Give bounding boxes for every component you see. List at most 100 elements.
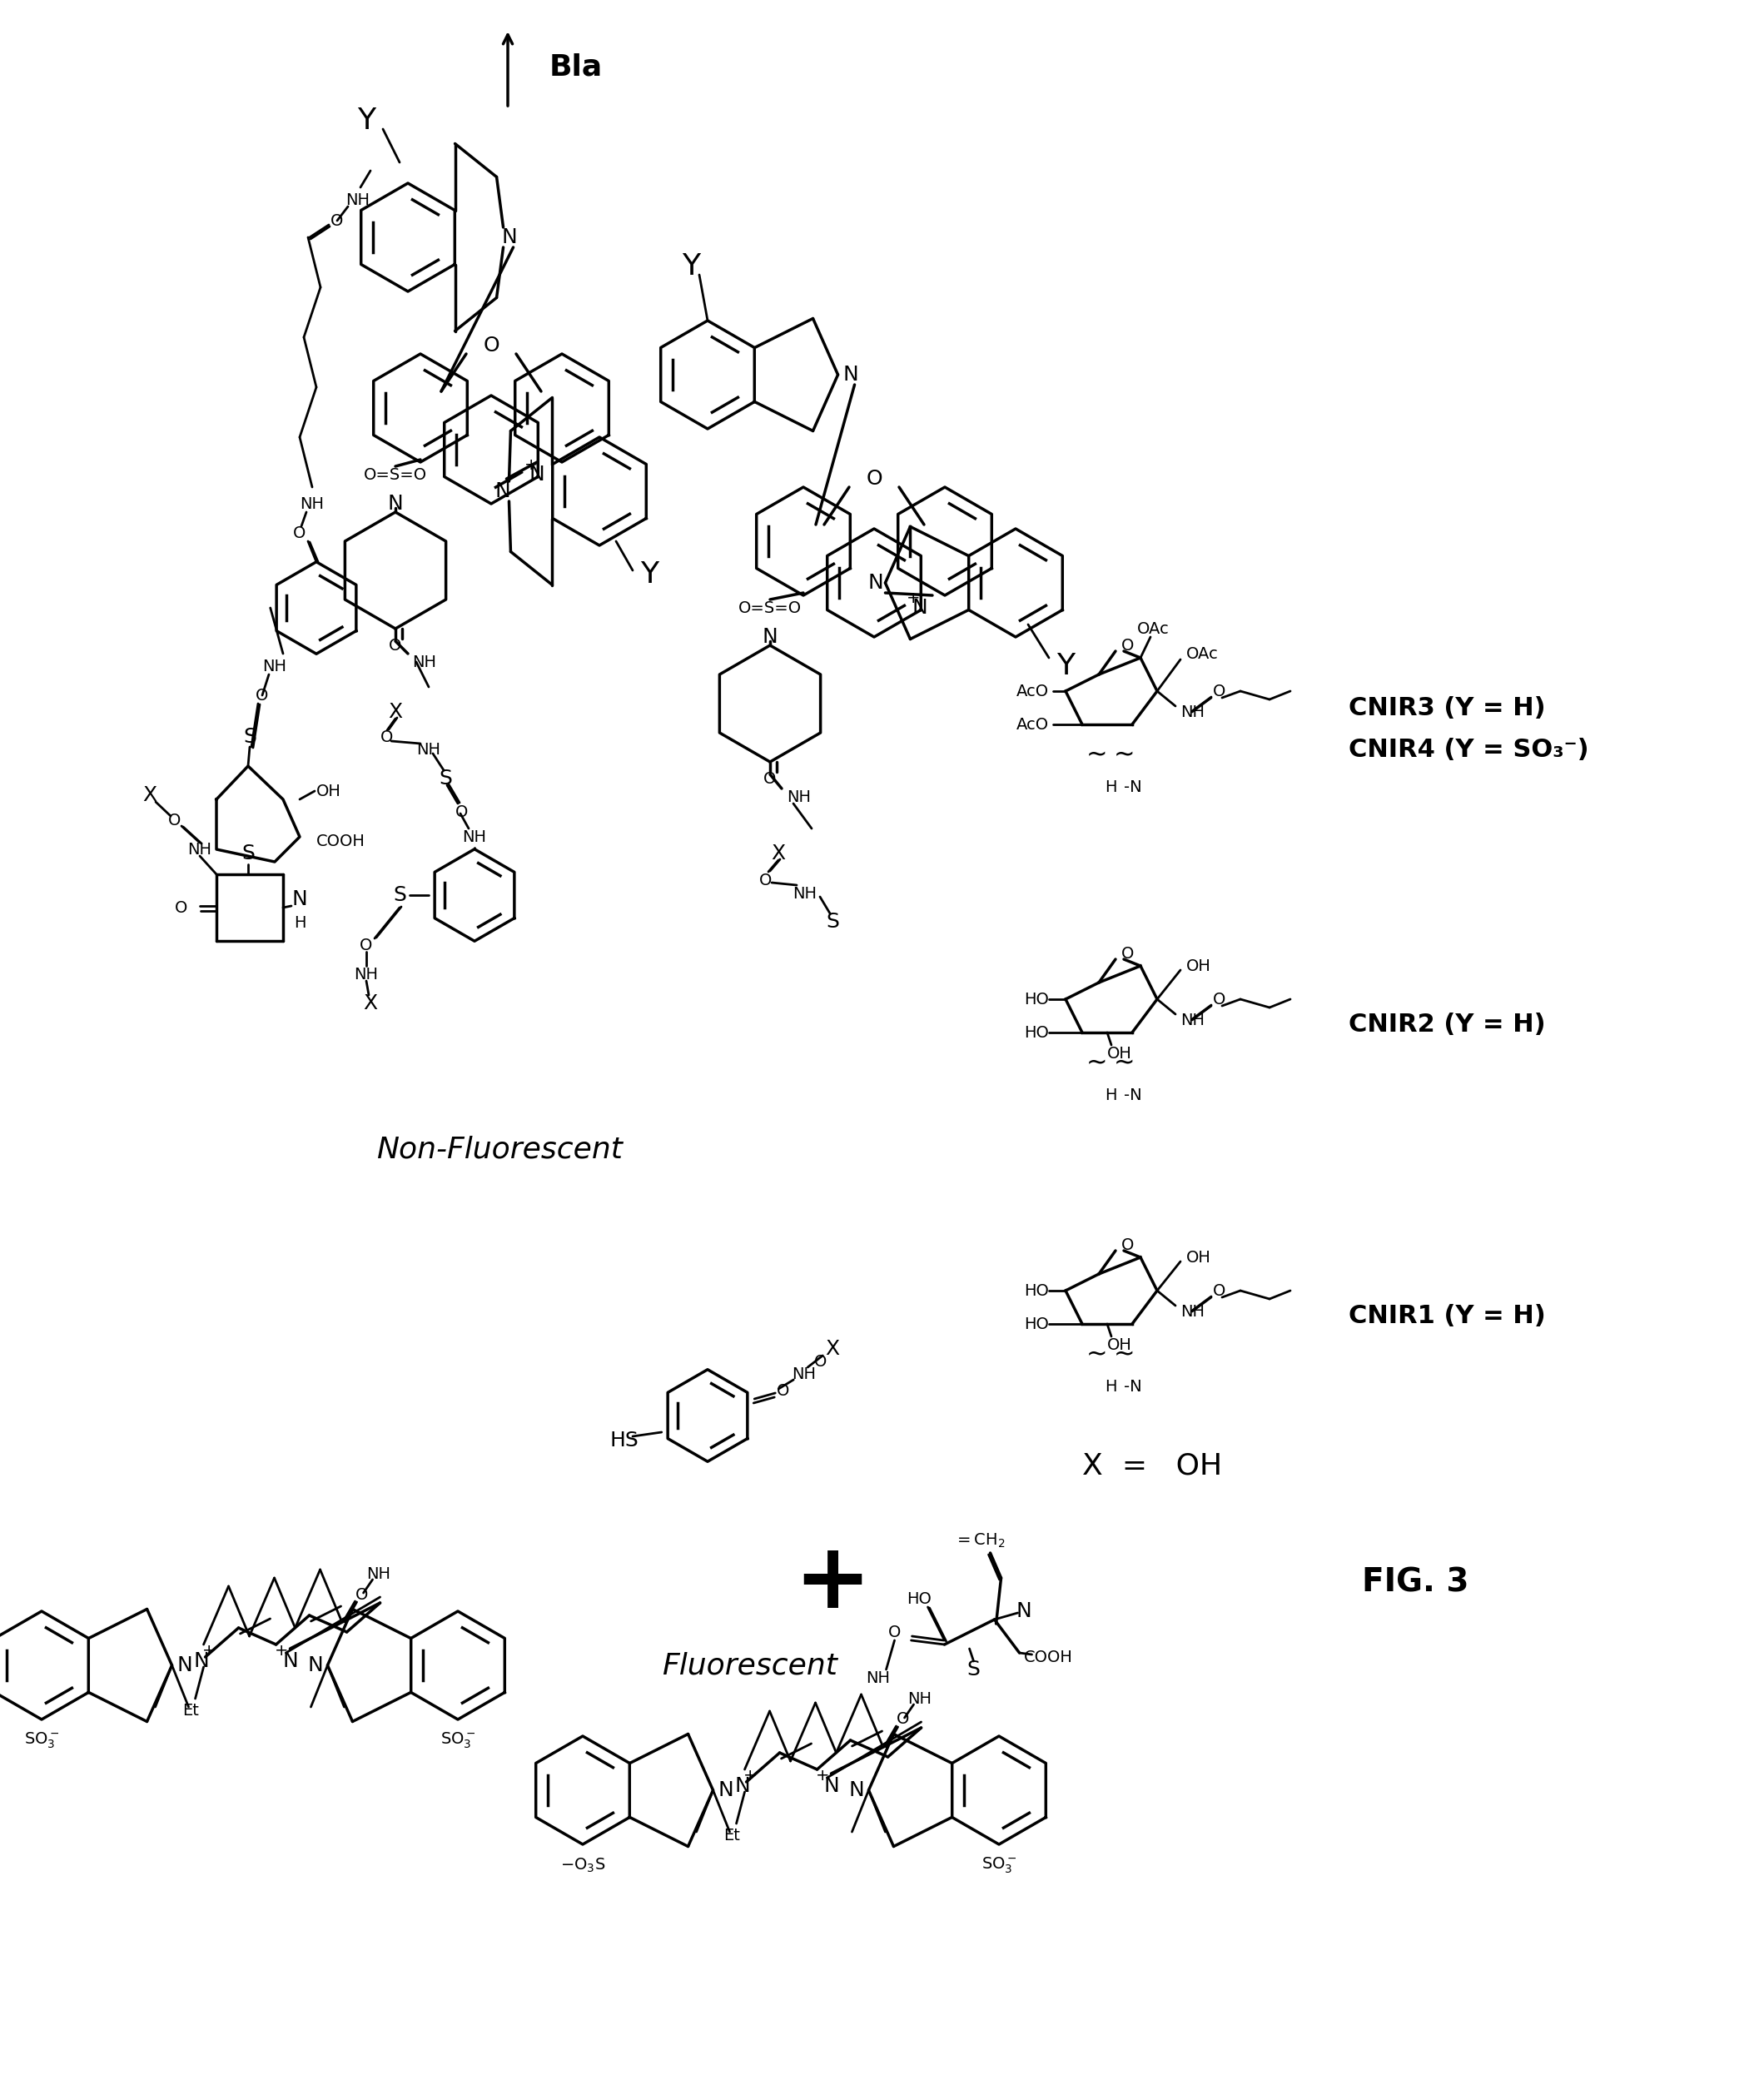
Text: CNIR4 (Y = SO₃⁻): CNIR4 (Y = SO₃⁻) (1349, 736, 1589, 761)
Text: CNIR3 (Y = H): CNIR3 (Y = H) (1349, 695, 1545, 720)
Text: +: + (744, 1768, 757, 1783)
Text: N: N (734, 1776, 750, 1795)
Text: HO: HO (907, 1591, 931, 1606)
Text: OH: OH (1108, 1046, 1132, 1061)
Text: NH: NH (792, 1367, 815, 1381)
Text: Fluorescent: Fluorescent (662, 1652, 836, 1679)
Text: O: O (360, 938, 372, 953)
Text: NH: NH (907, 1691, 931, 1706)
Text: $\mathregular{\sim\!\sim}$: $\mathregular{\sim\!\sim}$ (1081, 1342, 1132, 1364)
Text: AcO: AcO (1016, 682, 1048, 699)
Text: NH: NH (787, 788, 811, 805)
Text: N: N (1016, 1602, 1032, 1620)
Text: H: H (1104, 1088, 1117, 1102)
Text: NH: NH (462, 830, 487, 844)
Text: O: O (355, 1587, 369, 1602)
Text: N: N (529, 464, 545, 485)
Text: NH: NH (1180, 703, 1205, 720)
Text: N: N (848, 1780, 864, 1799)
Text: +: + (907, 591, 921, 605)
Text: O: O (256, 686, 268, 703)
Text: O: O (1122, 1238, 1134, 1252)
Text: NH: NH (300, 495, 325, 512)
Text: X: X (826, 1340, 840, 1358)
Text: N: N (718, 1780, 734, 1799)
Text: OAc: OAc (1136, 620, 1170, 636)
Text: Et: Et (723, 1828, 741, 1845)
Text: Y: Y (1057, 651, 1074, 680)
Text: O: O (168, 813, 182, 828)
Text: Y: Y (681, 252, 700, 281)
Text: +: + (203, 1643, 217, 1658)
Text: O: O (1122, 946, 1134, 961)
Text: $\mathregular{SO_3^-}$: $\mathregular{SO_3^-}$ (981, 1855, 1016, 1874)
Text: NH: NH (346, 191, 370, 208)
Text: O: O (896, 1712, 908, 1726)
Text: O: O (293, 524, 307, 541)
Text: O: O (887, 1624, 901, 1639)
Text: H: H (1104, 778, 1117, 795)
Text: NH: NH (1180, 1013, 1205, 1028)
Text: H: H (293, 915, 305, 930)
Text: N: N (307, 1656, 323, 1674)
Text: N: N (912, 597, 928, 618)
Text: NH: NH (413, 653, 436, 670)
Text: X: X (388, 701, 402, 722)
Text: OH: OH (1108, 1337, 1132, 1352)
Text: NH: NH (1180, 1304, 1205, 1319)
Text: S: S (243, 726, 256, 747)
Text: O: O (760, 872, 773, 888)
Text: HO: HO (1023, 1025, 1050, 1040)
Text: NH: NH (187, 842, 212, 857)
Text: -N: -N (1124, 778, 1141, 795)
Text: OH: OH (316, 784, 340, 799)
Text: AcO: AcO (1016, 716, 1048, 732)
Text: O: O (381, 728, 393, 745)
Text: H: H (1104, 1379, 1117, 1394)
Text: NH: NH (367, 1566, 390, 1581)
Text: Bla: Bla (549, 52, 603, 81)
Text: +: + (817, 1768, 829, 1783)
Text: $\mathregular{\sim\!\sim}$: $\mathregular{\sim\!\sim}$ (1081, 1050, 1132, 1073)
Text: O: O (1214, 682, 1226, 699)
Text: Y: Y (640, 560, 658, 589)
Text: +: + (275, 1643, 289, 1658)
Text: O: O (455, 805, 469, 820)
Text: O: O (1122, 636, 1134, 653)
Text: N: N (494, 480, 510, 501)
Text: NH: NH (263, 657, 288, 674)
Text: OAc: OAc (1185, 645, 1219, 661)
Text: O: O (813, 1354, 827, 1369)
Text: HS: HS (610, 1431, 639, 1450)
Text: S: S (393, 886, 406, 905)
Text: N: N (501, 227, 517, 248)
Text: $\mathregular{SO_3^-}$: $\mathregular{SO_3^-}$ (25, 1731, 60, 1749)
Text: O: O (776, 1383, 789, 1398)
Text: N: N (824, 1776, 840, 1795)
Text: N: N (176, 1656, 192, 1674)
Text: N: N (282, 1652, 298, 1670)
Text: S: S (242, 844, 254, 863)
Text: $\mathrm{=CH_2}$: $\mathrm{=CH_2}$ (954, 1531, 1005, 1550)
Text: +: + (794, 1537, 871, 1627)
Text: O: O (866, 468, 882, 489)
Text: N: N (388, 493, 404, 514)
Text: N: N (868, 572, 884, 593)
Text: COOH: COOH (1025, 1649, 1073, 1664)
Text: $\mathregular{-O_3S}$: $\mathregular{-O_3S}$ (561, 1855, 605, 1874)
Text: O: O (390, 636, 402, 653)
Text: HO: HO (1023, 1317, 1050, 1331)
Text: O=S=O: O=S=O (363, 466, 427, 483)
Text: HO: HO (1023, 1283, 1050, 1298)
Text: N: N (291, 890, 307, 909)
Text: NH: NH (794, 886, 817, 901)
Text: Et: Et (183, 1704, 199, 1718)
Text: $\mathregular{\sim\!\sim}$: $\mathregular{\sim\!\sim}$ (1081, 740, 1132, 765)
Text: O: O (764, 770, 776, 786)
Text: FIG. 3: FIG. 3 (1362, 1566, 1469, 1597)
Text: Non-Fluorescent: Non-Fluorescent (376, 1136, 623, 1163)
Text: Y: Y (356, 106, 376, 135)
Text: COOH: COOH (316, 834, 365, 849)
Text: NH: NH (866, 1670, 891, 1685)
Text: +: + (524, 458, 538, 472)
